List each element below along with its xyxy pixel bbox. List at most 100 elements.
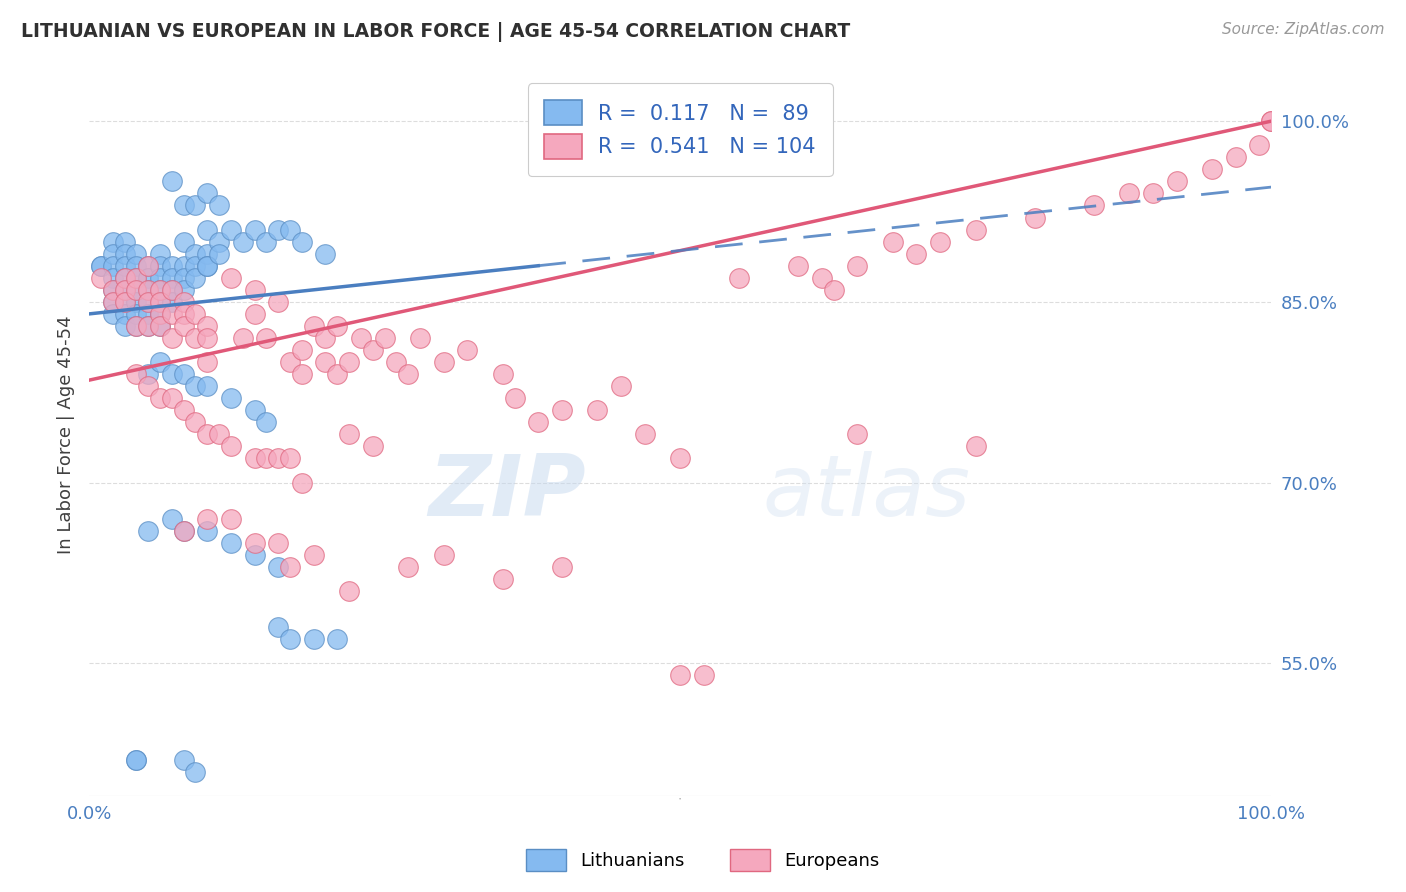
Point (114, 294, 136, 309)
Point (101, 259, 124, 273)
Point (326, 632, 349, 647)
Point (195, 511, 218, 525)
Point (195, 427, 218, 442)
Point (184, 415, 207, 429)
Point (136, 318, 159, 333)
Point (929, 235, 952, 249)
Point (882, 235, 904, 249)
Point (243, 548, 266, 562)
Point (160, 331, 183, 345)
Point (160, 294, 183, 309)
Point (136, 283, 159, 297)
Point (125, 753, 148, 767)
Point (195, 259, 218, 273)
Text: Source: ZipAtlas.com: Source: ZipAtlas.com (1222, 22, 1385, 37)
Point (136, 318, 159, 333)
Legend: R =  0.117   N =  89, R =  0.541   N = 104: R = 0.117 N = 89, R = 0.541 N = 104 (527, 83, 832, 176)
Point (173, 259, 195, 273)
Point (267, 451, 290, 466)
Point (184, 198, 207, 212)
Point (184, 270, 207, 285)
Point (149, 355, 172, 369)
Point (125, 753, 148, 767)
Point (278, 632, 301, 647)
Point (125, 283, 148, 297)
Point (693, 668, 716, 682)
Point (1118, 186, 1140, 201)
Point (195, 222, 218, 236)
Point (232, 235, 254, 249)
Point (114, 235, 136, 249)
Point (149, 318, 172, 333)
Point (208, 198, 231, 212)
Point (350, 331, 373, 345)
Point (160, 259, 183, 273)
Point (149, 294, 172, 309)
Point (125, 367, 148, 381)
Point (633, 427, 655, 442)
Point (1142, 186, 1164, 201)
Point (184, 307, 207, 321)
Point (243, 307, 266, 321)
Point (125, 307, 148, 321)
Point (136, 367, 159, 381)
Point (219, 391, 242, 405)
Point (243, 222, 266, 236)
Point (125, 246, 148, 260)
Point (173, 524, 195, 538)
Point (101, 235, 124, 249)
Point (337, 355, 360, 369)
Point (173, 294, 195, 309)
Point (125, 318, 148, 333)
Point (278, 451, 301, 466)
Point (160, 511, 183, 525)
Point (173, 307, 195, 321)
Point (314, 355, 336, 369)
Point (456, 343, 478, 357)
Point (254, 331, 277, 345)
Point (125, 318, 148, 333)
Point (114, 283, 136, 297)
Point (195, 186, 218, 201)
Point (267, 560, 290, 574)
Point (173, 367, 195, 381)
Point (160, 391, 183, 405)
Point (114, 294, 136, 309)
Point (195, 246, 218, 260)
Point (551, 560, 574, 574)
Point (291, 475, 314, 490)
Point (195, 379, 218, 393)
Point (101, 283, 124, 297)
Point (326, 318, 349, 333)
Point (101, 270, 124, 285)
Point (846, 259, 869, 273)
Point (396, 560, 419, 574)
Point (101, 294, 124, 309)
Point (905, 246, 928, 260)
Point (101, 294, 124, 309)
Point (149, 270, 172, 285)
Point (184, 331, 207, 345)
Point (361, 439, 384, 453)
Point (254, 235, 277, 249)
Point (173, 524, 195, 538)
Point (278, 355, 301, 369)
Point (195, 331, 218, 345)
Point (160, 270, 183, 285)
Point (1225, 150, 1247, 164)
Point (314, 331, 336, 345)
Point (195, 524, 218, 538)
Point (728, 270, 751, 285)
Point (125, 270, 148, 285)
Point (114, 307, 136, 321)
Point (811, 270, 834, 285)
Point (503, 391, 526, 405)
Point (337, 584, 360, 599)
Point (136, 379, 159, 393)
Point (125, 259, 148, 273)
Point (114, 246, 136, 260)
Point (160, 367, 183, 381)
Point (160, 307, 183, 321)
Point (173, 198, 195, 212)
Point (267, 536, 290, 550)
